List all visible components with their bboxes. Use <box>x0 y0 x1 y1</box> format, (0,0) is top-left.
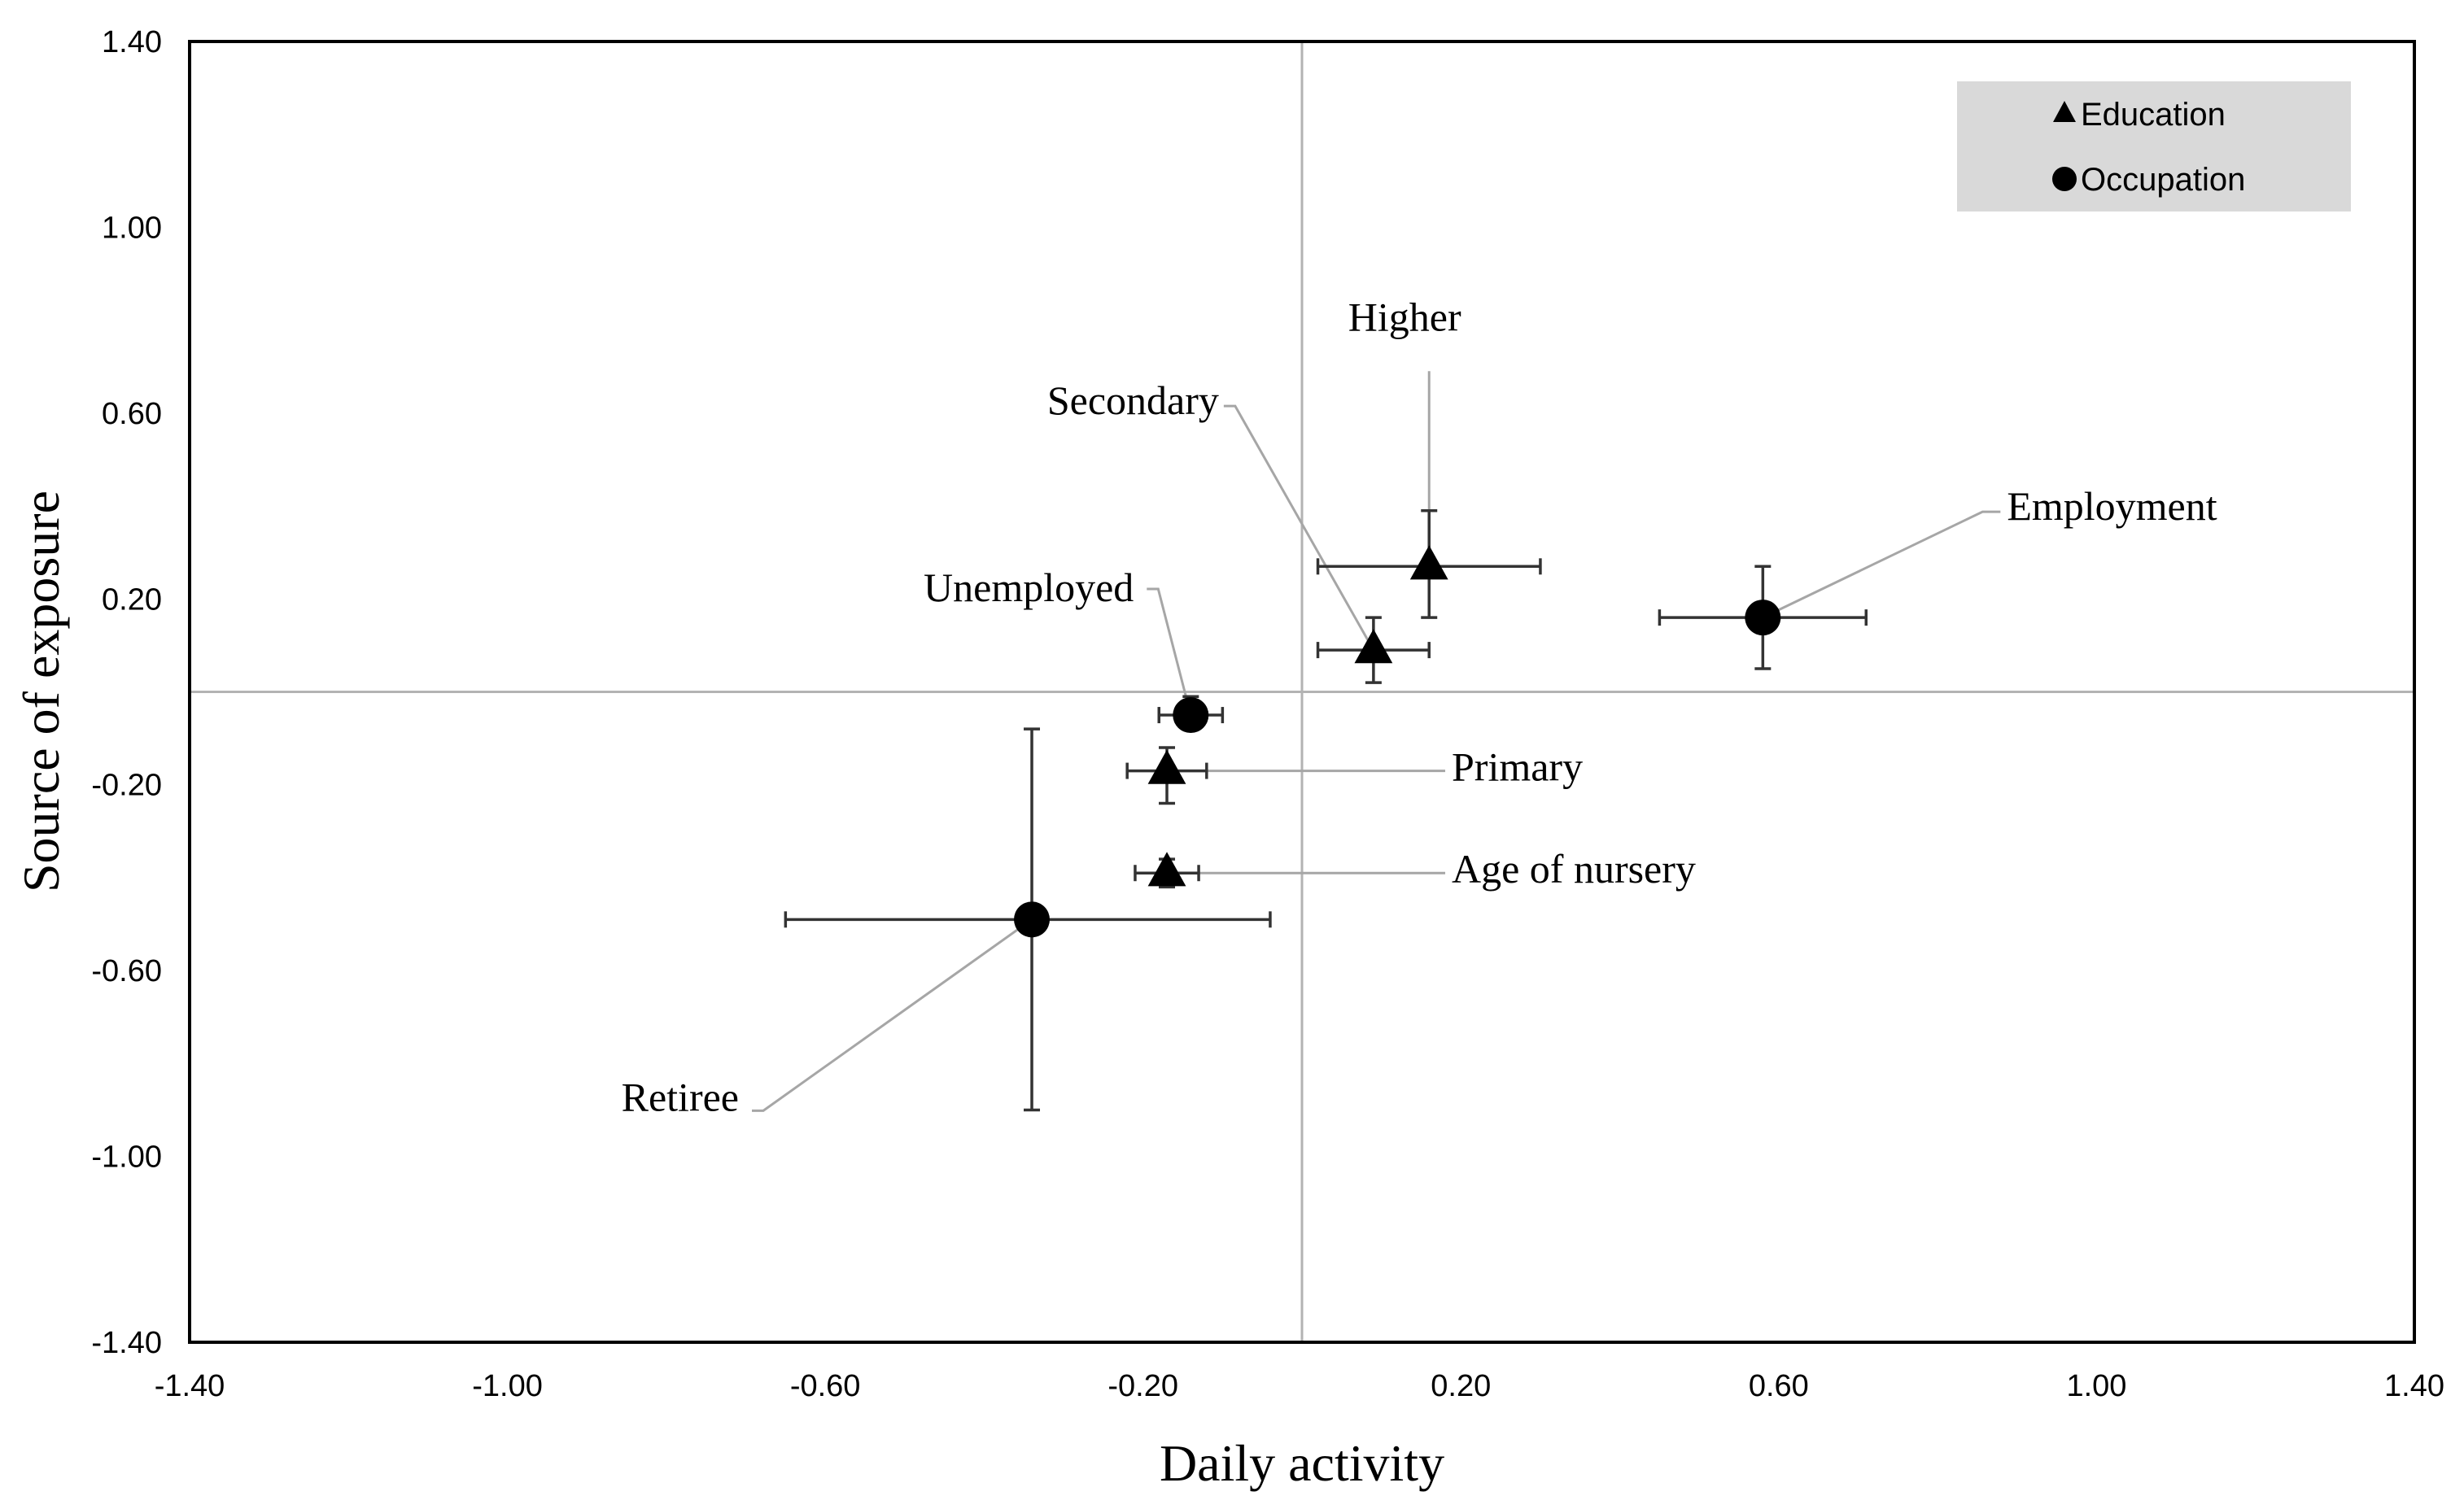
x-tick-label: -0.20 <box>1107 1369 1178 1403</box>
y-tick-label: 0.60 <box>102 397 162 431</box>
legend-label-education: Education <box>2081 97 2226 133</box>
data-point-unemployed <box>1173 697 1209 734</box>
x-tick-label: 0.20 <box>1431 1369 1491 1403</box>
y-tick-label: 0.20 <box>102 582 162 617</box>
y-tick-label: -1.00 <box>91 1140 162 1175</box>
leader-line-secondary <box>1223 404 1375 651</box>
point-label-primary: Primary <box>1452 744 1583 790</box>
x-axis-title: Daily activity <box>1160 1434 1444 1492</box>
x-tick-label: -1.00 <box>472 1369 543 1403</box>
y-tick-label: -0.20 <box>91 769 162 803</box>
legend-label-occupation: Occupation <box>2081 162 2245 198</box>
y-tick-label: -0.60 <box>91 954 162 988</box>
point-label-retiree: Retiree <box>622 1074 739 1119</box>
point-label-secondary: Secondary <box>1047 377 1219 423</box>
leader-line-employment <box>1762 510 2001 619</box>
x-tick-label: -1.40 <box>155 1369 225 1403</box>
plot-frame <box>188 40 2416 1344</box>
data-point-age-of-nursery <box>1147 852 1186 887</box>
point-label-unemployed: Unemployed <box>924 565 1134 610</box>
y-axis-title: Source of exposure <box>12 491 70 892</box>
point-label-higher: Higher <box>1348 294 1461 339</box>
y-tick-label: -1.40 <box>91 1326 162 1360</box>
x-tick-label: 1.00 <box>2066 1369 2126 1403</box>
x-tick-label: 0.60 <box>1749 1369 1809 1403</box>
x-tick-label: -0.60 <box>790 1369 861 1403</box>
legend-triangle-marker <box>2053 101 2076 122</box>
data-point-employment <box>1745 600 1781 636</box>
point-label-employment: Employment <box>2007 483 2217 529</box>
point-label-age-of-nursery: Age of nursery <box>1452 846 1696 892</box>
legend-circle-marker <box>2052 167 2077 191</box>
x-tick-label: 1.40 <box>2384 1369 2444 1403</box>
data-point-secondary <box>1354 629 1393 664</box>
y-tick-label: 1.40 <box>102 25 162 59</box>
y-tick-label: 1.00 <box>102 211 162 245</box>
leader-line-retiree <box>752 918 1033 1112</box>
data-point-primary <box>1147 749 1186 784</box>
legend-box <box>1957 81 2351 212</box>
data-point-higher <box>1409 545 1448 580</box>
leader-line-unemployed <box>1147 587 1192 716</box>
data-point-retiree <box>1014 901 1051 938</box>
legend: Education Occupation <box>1957 81 2351 212</box>
